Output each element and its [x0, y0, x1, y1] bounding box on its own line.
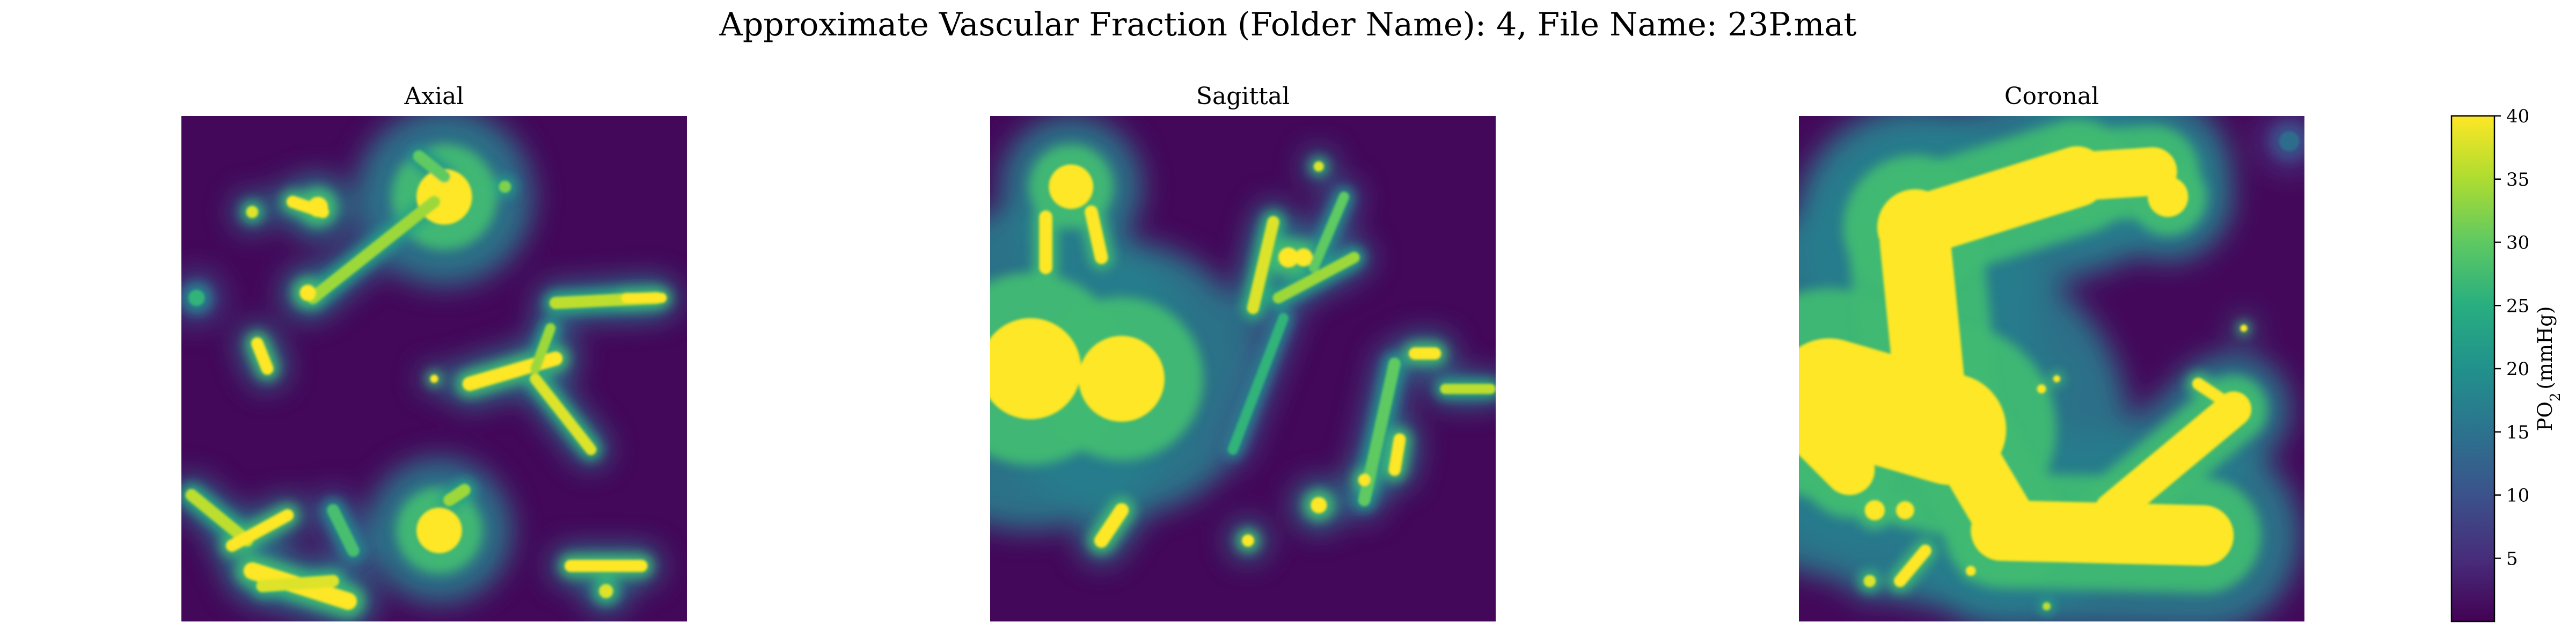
- heatmap-image: [990, 116, 1496, 621]
- colorbar-tick-label: 35: [2506, 169, 2529, 191]
- vessel-core: [1799, 404, 1875, 495]
- colorbar-label-subscript: 2: [2548, 393, 2564, 402]
- colorbar-tick-label: 25: [2506, 295, 2529, 317]
- vessel-core: [499, 180, 511, 193]
- colorbar-tick-label: 40: [2506, 106, 2529, 127]
- colorbar-gradient: [2450, 115, 2496, 623]
- panel-sagittal: Sagittal: [990, 83, 1496, 621]
- vessel-core: [185, 489, 253, 547]
- vessel-core: [2037, 384, 2046, 394]
- vessel-core: [1311, 497, 1327, 514]
- vessel-core: [1896, 501, 1914, 519]
- vessel-core: [2147, 177, 2189, 217]
- vessel-core: [1388, 433, 1406, 476]
- vessel-core: [2053, 375, 2061, 383]
- colorbar-label-unit: (mmHg): [2534, 306, 2557, 390]
- heatmap-panels: Axial Sagittal Coronal: [181, 83, 2304, 621]
- colorbar-tick-label: 5: [2506, 548, 2518, 569]
- colorbar-tick-label: 30: [2506, 232, 2529, 254]
- vessel-core: [1308, 192, 1349, 273]
- vessel-core: [2279, 131, 2300, 151]
- colorbar-tick-label: 15: [2506, 422, 2529, 443]
- vessel-core: [1085, 205, 1108, 265]
- figure-suptitle: Approximate Vascular Fraction (Folder Na…: [719, 6, 1857, 43]
- vessel-core: [1227, 313, 1289, 455]
- colorbar-label: PO2 (mmHg): [2534, 306, 2564, 431]
- vessel-core: [1278, 247, 1299, 268]
- vessel-core: [246, 206, 259, 218]
- vessel-core: [416, 508, 462, 553]
- vessel-core: [530, 373, 597, 456]
- vessel-core: [327, 504, 360, 557]
- heatmap-image: [181, 116, 687, 621]
- vessel-core: [430, 375, 438, 383]
- colorbar-tick-label: 10: [2506, 485, 2529, 507]
- vessel-core: [2095, 391, 2252, 528]
- panel-title-coronal: Coronal: [2004, 83, 2099, 110]
- vessel-core: [1965, 566, 1976, 576]
- vessel-core: [990, 318, 1081, 420]
- vessel-core: [1094, 503, 1129, 548]
- vessel-core-layer: [185, 150, 667, 610]
- vessel-core: [286, 195, 330, 218]
- vessel-core: [1247, 216, 1279, 314]
- vessel-core: [530, 323, 556, 374]
- vessel-core: [1863, 575, 1876, 587]
- vessel-core: [1864, 500, 1885, 521]
- colorbar-tick-label: 20: [2506, 358, 2529, 380]
- vessel-core: [188, 290, 205, 306]
- vessel-core: [1894, 544, 1931, 587]
- vessel-core: [1971, 500, 2234, 566]
- panel-title-axial: Axial: [404, 83, 464, 110]
- vessel-core: [1078, 335, 1165, 422]
- panel-title-sagittal: Sagittal: [1196, 83, 1290, 110]
- vessel-core: [306, 195, 441, 304]
- vessel-core: [599, 584, 613, 598]
- vessel-core: [2043, 602, 2051, 611]
- vessel-core-layer: [990, 161, 1496, 548]
- heatmap-image: [1799, 116, 2304, 621]
- vessel-core: [256, 575, 339, 592]
- vessel-core: [225, 509, 294, 552]
- vessel-core: [2240, 325, 2248, 332]
- colorbar-ticks: 5 10 15 20 25 30 35 40: [2494, 106, 2529, 569]
- vessel-core: [1313, 161, 1324, 172]
- vessel-core: [1358, 473, 1371, 486]
- panel-coronal: Coronal: [1799, 83, 2304, 621]
- vessel-core: [1294, 248, 1313, 267]
- vessel-core: [413, 150, 451, 183]
- vessel-core: [1049, 164, 1094, 209]
- vessel-core: [1242, 534, 1254, 547]
- panel-axial: Axial: [181, 83, 687, 621]
- vessel-core: [2192, 377, 2250, 421]
- vessel-core: [1272, 252, 1360, 304]
- vessel-core: [1885, 146, 2107, 258]
- vessel-core: [299, 284, 316, 301]
- colorbar-label-po: PO: [2534, 401, 2557, 431]
- vessel-core: [443, 484, 471, 507]
- vessel-core: [251, 337, 274, 375]
- vessel-core-layer: [1799, 131, 2300, 611]
- colorbar: 5 10 15 20 25 30 35 40 PO2 (mmHg): [2450, 106, 2564, 623]
- vessel-core: [2052, 147, 2177, 201]
